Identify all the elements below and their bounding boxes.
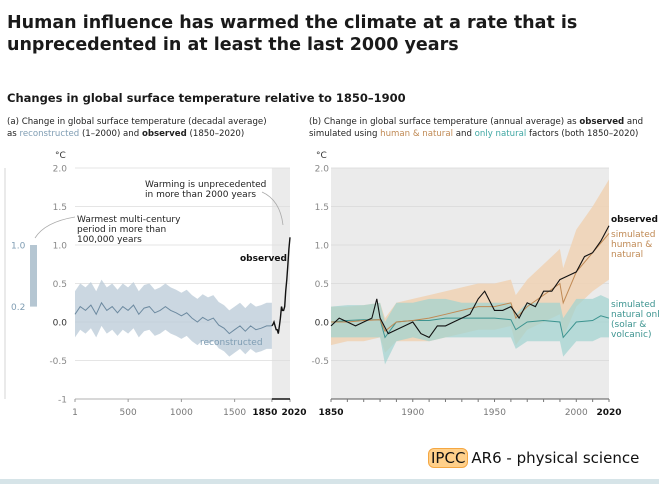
caption-text: and (624, 117, 644, 127)
y-tick-label: -0.5 (311, 357, 329, 367)
side-label-bottom: 0.2 (11, 303, 25, 313)
warmest-period-bar (30, 245, 37, 307)
caption-text: as (7, 129, 20, 139)
y-tick-label: 2.0 (53, 165, 68, 175)
y-tick-label: 0.0 (53, 319, 68, 329)
x-tick-label: 1850 (252, 408, 277, 418)
annotation-warmest: 100,000 years (77, 235, 142, 245)
caption-text: and (453, 129, 475, 139)
y-tick-label: 1.0 (315, 242, 330, 252)
annotation-arrow (34, 216, 76, 239)
natural-only-line (330, 315, 610, 339)
natural-only-label: simulated (611, 300, 655, 310)
page-title: Human influence has warmed the climate a… (7, 13, 578, 55)
y-tick-label: 1.5 (315, 203, 329, 213)
caption-text: (1–2000) and (79, 129, 142, 139)
y-tick-label: -1 (58, 396, 67, 406)
panel-b-chart: 2.0 1.5 1.0 0.5 0.0 -0.5 °C 1850 1900 1950 2000 202… (311, 151, 659, 418)
natural-only-label: volcanic) (611, 330, 651, 340)
annotation-arrow (261, 191, 284, 226)
human-natural-line (331, 233, 610, 333)
annotation-warmest: Warmest multi-century (77, 215, 181, 225)
caption-human: human & natural (380, 129, 453, 139)
x-tick-label: 1000 (170, 408, 193, 418)
human-natural-label: human & (611, 240, 652, 250)
caption-observed: observed (579, 117, 625, 127)
y-unit-label: °C (316, 151, 327, 161)
caption-natural: only natural (474, 129, 527, 139)
logo-text: AR6 - physical science (471, 449, 640, 467)
natural-only-label: (solar & (611, 320, 646, 330)
side-label-top: 1.0 (11, 242, 26, 252)
human-natural-label: natural (611, 250, 643, 260)
figure-subtitle: Changes in global surface temperature re… (7, 91, 406, 105)
observed-label: observed (240, 254, 287, 264)
observed-line (271, 237, 291, 334)
reconstructed-label: reconstructed (200, 338, 263, 348)
observed-label: observed (611, 215, 658, 225)
panel-a-caption: (a) Change in global surface temperature… (7, 116, 267, 140)
annotation-unprecedented: in more than 2000 years (145, 190, 256, 200)
y-tick-label: 0.0 (315, 319, 330, 329)
x-tick-label: 2020 (281, 408, 306, 418)
x-tick-label: 1950 (483, 408, 506, 418)
y-unit-label: °C (55, 151, 66, 161)
y-tick-label: 0.5 (53, 280, 67, 290)
caption-line: (a) Change in global surface temperature… (7, 117, 267, 127)
y-tick-label: 2.0 (315, 165, 330, 175)
footer-band (0, 479, 659, 484)
x-tick-label: 2020 (596, 408, 621, 418)
ipcc-badge: IPCC (428, 448, 469, 468)
caption-reconstructed: reconstructed (19, 129, 80, 139)
y-tick-label: 0.5 (315, 280, 329, 290)
human-natural-label: simulated (611, 230, 655, 240)
y-tick-label: 1.5 (53, 203, 67, 213)
reconstructed-band (75, 279, 272, 357)
y-tick-label: -0.5 (49, 357, 67, 367)
annotation-unprecedented: Warming is unprecedented (145, 180, 266, 190)
ipcc-logo: IPCC AR6 - physical science (428, 448, 639, 468)
y-tick-label: 1.0 (53, 242, 68, 252)
reconstructed-line (74, 301, 272, 335)
observed-line (330, 225, 610, 339)
x-tick-label: 1500 (223, 408, 246, 418)
caption-text: simulated using (309, 129, 381, 139)
natural-only-label: natural only (611, 310, 659, 320)
x-tick-label: 1900 (401, 408, 424, 418)
natural-only-band (331, 295, 609, 365)
caption-text: (1850–2020) (186, 129, 245, 139)
caption-text: factors (both 1850–2020) (526, 129, 639, 139)
panel-b-caption: (b) Change in global surface temperature… (309, 116, 643, 140)
x-tick-label: 1 (72, 408, 78, 418)
panel-a-chart: 2.01.51.00.50.0-0.5-1°C1 500 1000 1500 1850 2… (4, 151, 307, 418)
annotation-warmest: period in more than (77, 225, 166, 235)
caption-observed: observed (141, 129, 187, 139)
caption-text: (b) Change in global surface temperature… (309, 117, 580, 127)
x-tick-label: 1850 (318, 408, 343, 418)
x-tick-label: 2000 (565, 408, 588, 418)
x-tick-label: 500 (120, 408, 137, 418)
